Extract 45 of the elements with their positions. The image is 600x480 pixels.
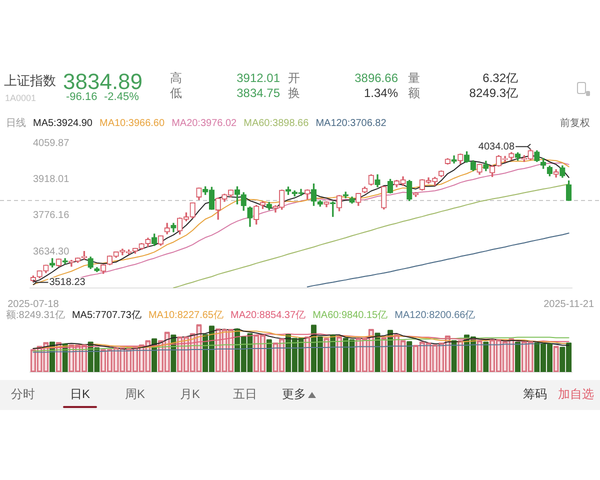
text: 筹码 <box>523 387 547 402</box>
text: 五日 <box>233 387 257 402</box>
text: 1.34% <box>364 86 398 101</box>
text: MA120:3706.82 <box>316 118 386 130</box>
text: -96.16 <box>66 91 98 104</box>
text: 8249.3亿 <box>469 86 518 101</box>
text: 上证指数 <box>4 73 56 89</box>
text: 3896.66 <box>354 71 398 86</box>
text: -2.45% <box>104 91 139 104</box>
text: MA120:8200.66亿 <box>394 310 476 322</box>
text: 高 <box>170 71 182 86</box>
text: 月K <box>180 387 200 402</box>
text: 更多 <box>282 387 306 402</box>
text: 换 <box>288 86 300 101</box>
text: MA60:3898.66 <box>244 118 309 130</box>
y-tick-label: 3918.01 <box>33 174 70 185</box>
annotation: 3518.23 <box>49 277 86 288</box>
y-tick-label: 3634.30 <box>33 246 70 258</box>
text: 周K <box>125 387 146 402</box>
text: 加自选 <box>558 387 594 402</box>
text: 3912.01 <box>236 71 280 86</box>
text: 6.32亿 <box>482 71 518 86</box>
x-tick-label: 2025-07-18 <box>8 298 60 310</box>
series-label: MA10:8227.65亿 <box>148 310 224 322</box>
text: 日K <box>70 387 90 402</box>
y-tick-label: 4059.87 <box>33 138 70 149</box>
text: MA20:3976.02 <box>172 118 237 130</box>
y-tick-label: 3776.16 <box>33 210 70 222</box>
annotation: 4034.08 <box>478 141 515 152</box>
text: MA5:7707.73亿 <box>72 310 142 322</box>
x-tick-label: 2025-11-21 <box>544 298 594 310</box>
text: 3834.75 <box>236 86 280 101</box>
text: 低 <box>170 86 182 101</box>
text: 日线 <box>6 118 26 130</box>
text: 额:8249.31亿 <box>6 310 65 322</box>
text: MA10:3966.60 <box>100 118 165 130</box>
text: 量 <box>408 71 420 86</box>
series-label: MA20:8854.37亿 <box>230 310 306 322</box>
text: 前复权 <box>560 118 590 130</box>
text: 额 <box>408 86 420 101</box>
text: MA5:3924.90 <box>33 118 92 130</box>
text: 分时 <box>11 387 35 402</box>
text: 1A0001 <box>5 93 36 104</box>
series-label: MA60:9840.15亿 <box>312 310 388 322</box>
text: 开 <box>288 71 300 86</box>
